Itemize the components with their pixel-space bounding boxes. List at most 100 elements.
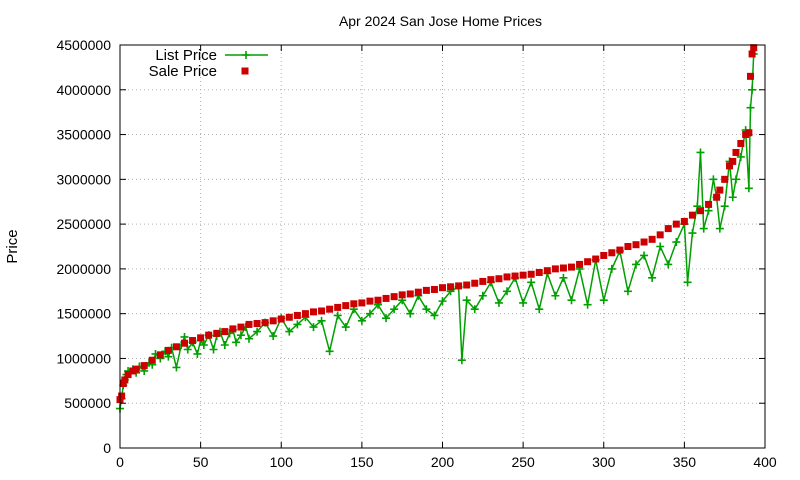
list-price-point: [406, 309, 415, 318]
sale-price-point: [189, 337, 197, 345]
sale-price-point: [350, 300, 358, 308]
x-tick-label: 350: [673, 454, 697, 470]
sale-price-point: [729, 157, 737, 165]
sale-price-point: [197, 334, 205, 342]
sale-price-point: [511, 272, 519, 280]
x-tick-label: 0: [116, 454, 124, 470]
list-price-point: [470, 305, 479, 314]
sale-price-point: [495, 275, 503, 283]
list-price-point: [736, 152, 745, 161]
legend-label-list-price: List Price: [155, 47, 217, 64]
list-price-point: [253, 327, 262, 336]
sale-price-point: [748, 50, 756, 58]
sale-price-point: [447, 283, 455, 291]
list-price-point: [731, 175, 740, 184]
list-price-point: [551, 291, 560, 300]
sale-price-point: [479, 277, 487, 285]
sale-price-point: [334, 303, 342, 311]
x-tick-label: 100: [270, 454, 294, 470]
list-price-point: [527, 278, 536, 287]
list-price-point: [357, 316, 366, 325]
sale-price-point: [648, 235, 656, 243]
sale-price-point: [310, 308, 317, 316]
x-tick-label: 300: [592, 454, 616, 470]
sale-price-point: [237, 323, 245, 331]
axis-ticks: 0 500000 1000000 1500000 2000000 2500000 30000…: [56, 37, 776, 470]
list-price-point: [656, 242, 665, 251]
sale-price-point: [705, 200, 713, 208]
list-price-point: [390, 305, 399, 314]
sale-price-point: [737, 140, 745, 148]
sale-price-point: [121, 376, 129, 384]
series-layer: [116, 44, 758, 413]
list-price-point: [640, 251, 649, 260]
sale-price-point: [551, 265, 559, 273]
sale-price-point: [229, 325, 237, 333]
sale-price-point: [592, 255, 600, 263]
list-price-point: [269, 332, 278, 341]
list-price-point: [632, 260, 640, 269]
list-price-point: [744, 184, 753, 193]
list-price-point: [422, 305, 431, 314]
list-price-point: [325, 347, 334, 356]
sale-price-point: [414, 288, 422, 296]
y-tick-label: 1500000: [56, 306, 111, 322]
list-price-point: [193, 349, 202, 358]
x-tick-label: 200: [431, 454, 455, 470]
sale-price-point: [750, 44, 758, 52]
y-tick-label: 4500000: [56, 37, 111, 53]
sale-price-point: [656, 231, 664, 239]
sale-price-point: [664, 225, 672, 233]
list-price-point: [172, 363, 181, 372]
list-price-point: [519, 298, 528, 307]
sale-price-point: [608, 249, 616, 257]
list-price-point: [232, 338, 241, 347]
sale-price-point: [221, 328, 229, 336]
sale-price-point: [716, 186, 724, 194]
sale-price-point: [527, 270, 535, 278]
list-price-point: [285, 327, 294, 336]
list-price-point: [438, 297, 447, 306]
sale-price-point: [697, 207, 704, 215]
list-price-point: [236, 331, 245, 340]
list-price-point: [293, 320, 302, 329]
list-price-point: [341, 323, 350, 332]
sale-price-point: [406, 290, 414, 298]
list-price-point: [648, 273, 657, 282]
list-price-point: [715, 224, 724, 233]
list-price-point: [699, 224, 708, 233]
sale-price-point: [390, 293, 398, 301]
sale-price-point: [430, 285, 438, 293]
sale-price-point: [713, 193, 721, 201]
sale-price-point: [576, 260, 584, 268]
legend-marker-sale-price: [241, 67, 249, 75]
sale-price-point: [119, 380, 127, 388]
series-line-list-price: [119, 53, 755, 409]
sale-price-point: [688, 211, 696, 219]
sale-price-point: [422, 286, 430, 294]
x-tick-label: 250: [511, 454, 535, 470]
y-tick-label: 2000000: [56, 261, 111, 277]
y-tick-label: 500000: [64, 395, 111, 411]
sale-price-point: [471, 279, 479, 287]
sale-price-point: [600, 251, 608, 259]
sale-price-point: [366, 297, 374, 305]
sale-price-point: [285, 313, 293, 321]
sale-price-point: [616, 246, 624, 254]
list-price-point: [748, 85, 757, 94]
sale-price-point: [261, 319, 269, 327]
sale-price-point: [318, 307, 326, 315]
legend: List Price Sale Price: [149, 47, 268, 80]
list-price-point: [317, 316, 326, 325]
list-price-point: [462, 296, 471, 305]
sale-price-point: [584, 258, 592, 266]
sale-price-point: [439, 284, 446, 292]
list-price-point: [720, 202, 729, 211]
list-price-point: [220, 341, 229, 350]
list-price-point: [559, 273, 568, 282]
list-price-point: [365, 309, 374, 318]
sale-price-point: [640, 238, 648, 246]
y-tick-label: 1000000: [56, 350, 111, 366]
sale-price-point: [503, 273, 511, 281]
